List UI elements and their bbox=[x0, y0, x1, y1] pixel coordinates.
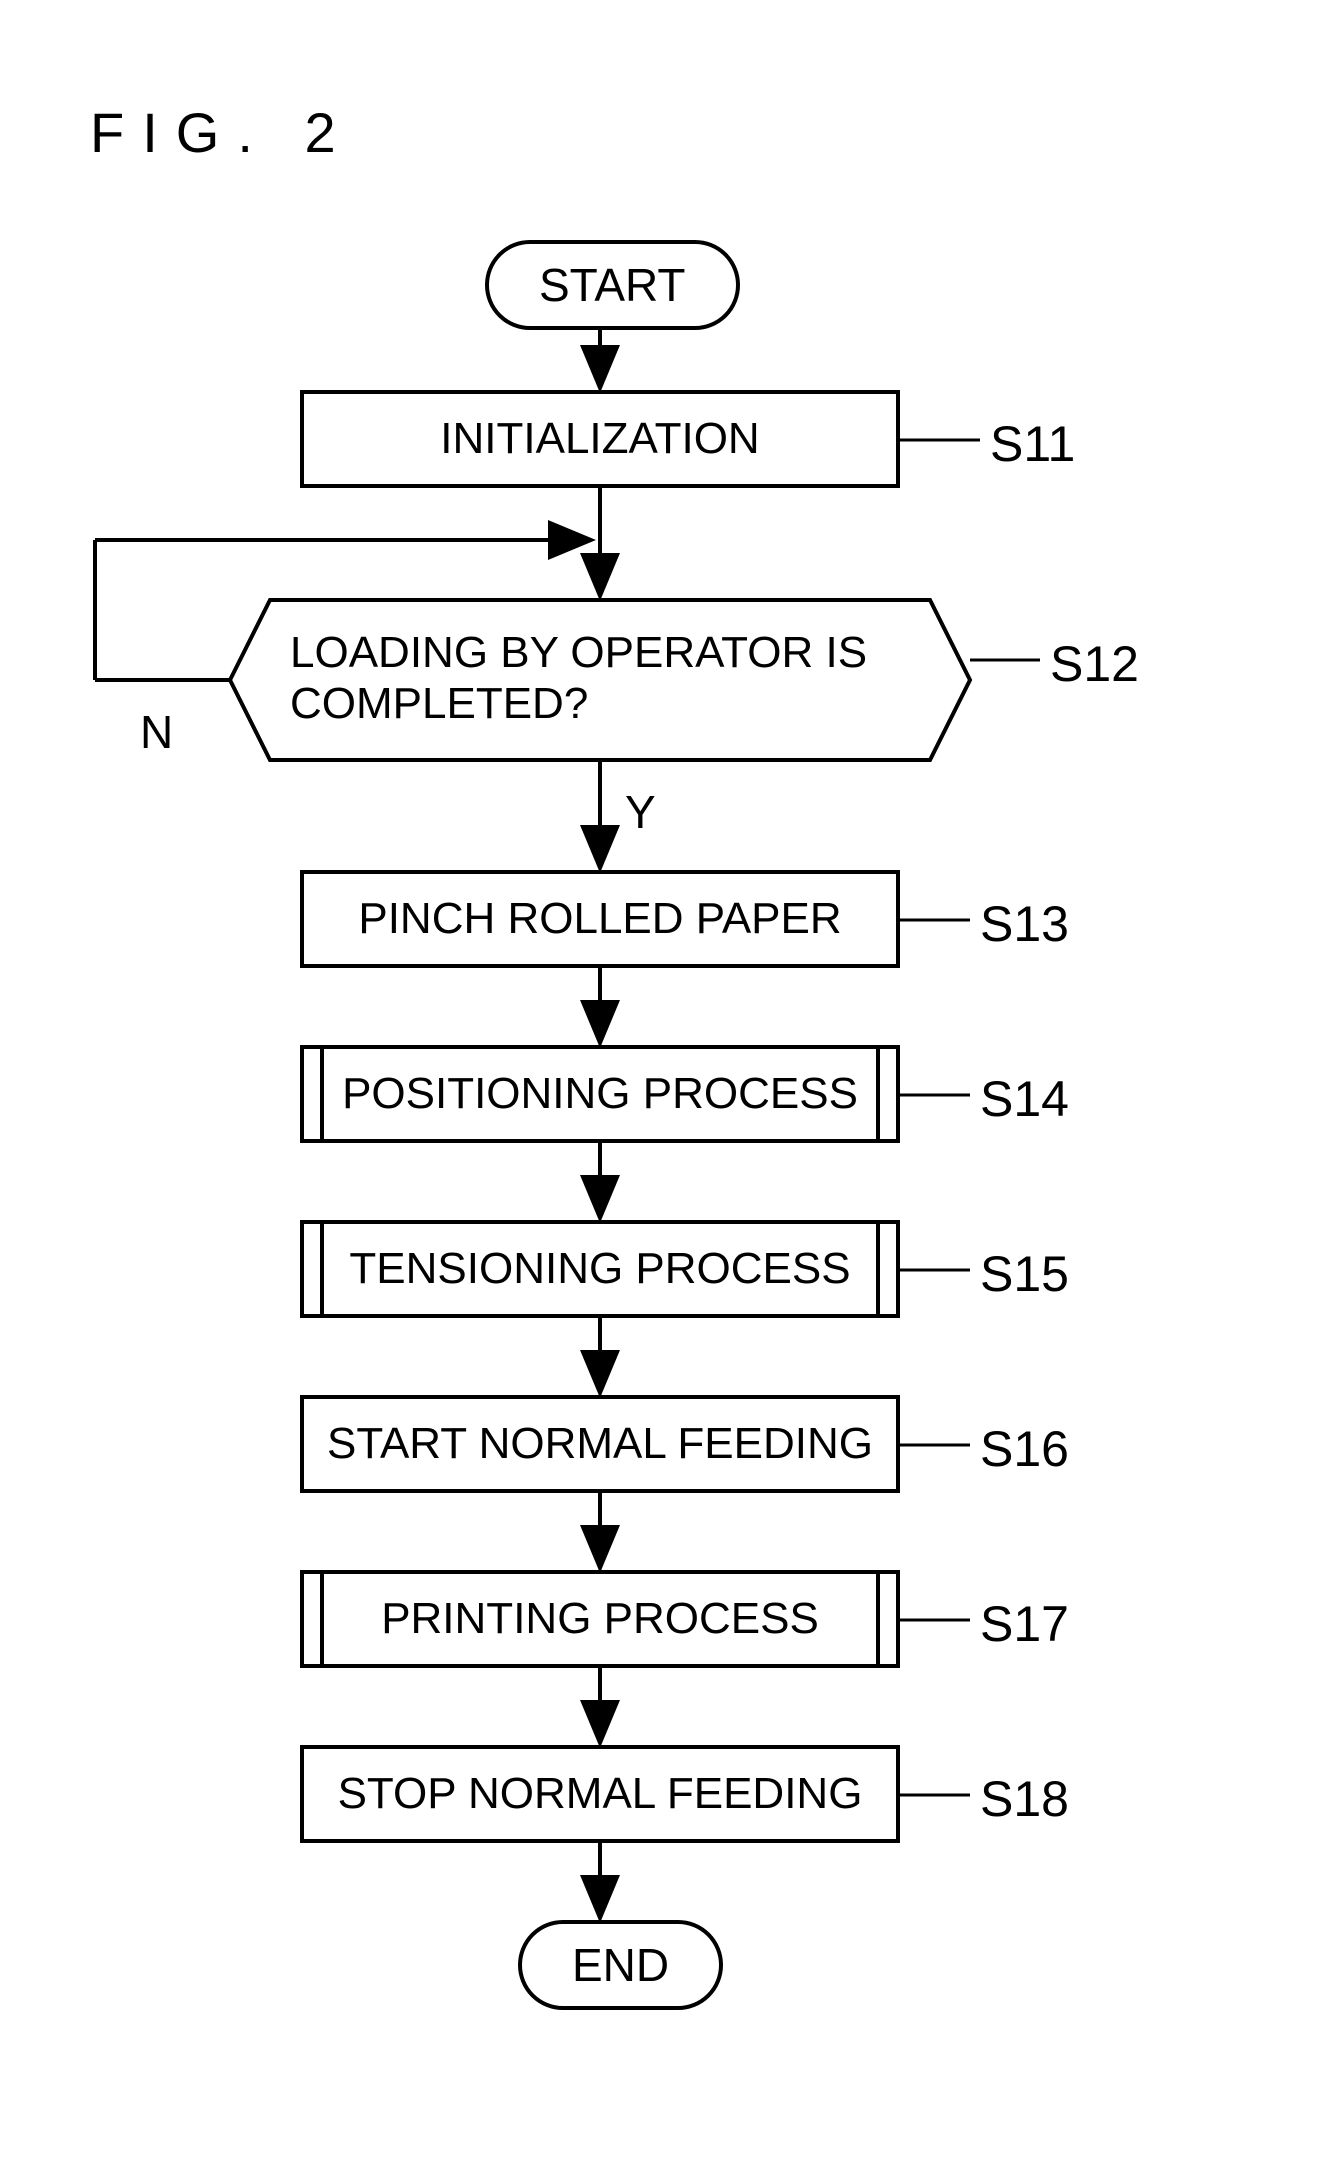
s12-no-label: N bbox=[140, 705, 173, 759]
s13-text: PINCH ROLLED PAPER bbox=[358, 894, 841, 943]
s12-text: LOADING BY OPERATOR IS COMPLETED? bbox=[290, 628, 910, 729]
step-s15: TENSIONING PROCESS bbox=[300, 1220, 900, 1318]
s12-step-label: S12 bbox=[1050, 635, 1139, 693]
start-terminal: START bbox=[485, 240, 740, 330]
step-s18: STOP NORMAL FEEDING bbox=[300, 1745, 900, 1843]
s13-step-label: S13 bbox=[980, 895, 1069, 953]
s15-text: TENSIONING PROCESS bbox=[349, 1244, 850, 1293]
s14-text: POSITIONING PROCESS bbox=[342, 1069, 858, 1118]
flowchart-svg bbox=[0, 240, 1340, 2160]
s16-text: START NORMAL FEEDING bbox=[327, 1419, 873, 1468]
step-s11: INITIALIZATION bbox=[300, 390, 900, 488]
s11-text: INITIALIZATION bbox=[440, 414, 759, 463]
s12-yes-label: Y bbox=[625, 785, 656, 839]
s18-step-label: S18 bbox=[980, 1770, 1069, 1828]
s15-step-label: S15 bbox=[980, 1245, 1069, 1303]
s17-step-label: S17 bbox=[980, 1595, 1069, 1653]
step-s16: START NORMAL FEEDING bbox=[300, 1395, 900, 1493]
end-label: END bbox=[572, 1939, 669, 1991]
figure-label: FIG. 2 bbox=[90, 100, 354, 165]
s11-step-label: S11 bbox=[990, 415, 1075, 473]
start-label: START bbox=[539, 259, 686, 311]
s14-step-label: S14 bbox=[980, 1070, 1069, 1128]
s18-text: STOP NORMAL FEEDING bbox=[338, 1769, 863, 1818]
s17-text: PRINTING PROCESS bbox=[381, 1594, 819, 1643]
step-s13: PINCH ROLLED PAPER bbox=[300, 870, 900, 968]
step-s14: POSITIONING PROCESS bbox=[300, 1045, 900, 1143]
s16-step-label: S16 bbox=[980, 1420, 1069, 1478]
s12-text-container: LOADING BY OPERATOR IS COMPLETED? bbox=[290, 628, 910, 729]
end-terminal: END bbox=[518, 1920, 723, 2010]
step-s17: PRINTING PROCESS bbox=[300, 1570, 900, 1668]
